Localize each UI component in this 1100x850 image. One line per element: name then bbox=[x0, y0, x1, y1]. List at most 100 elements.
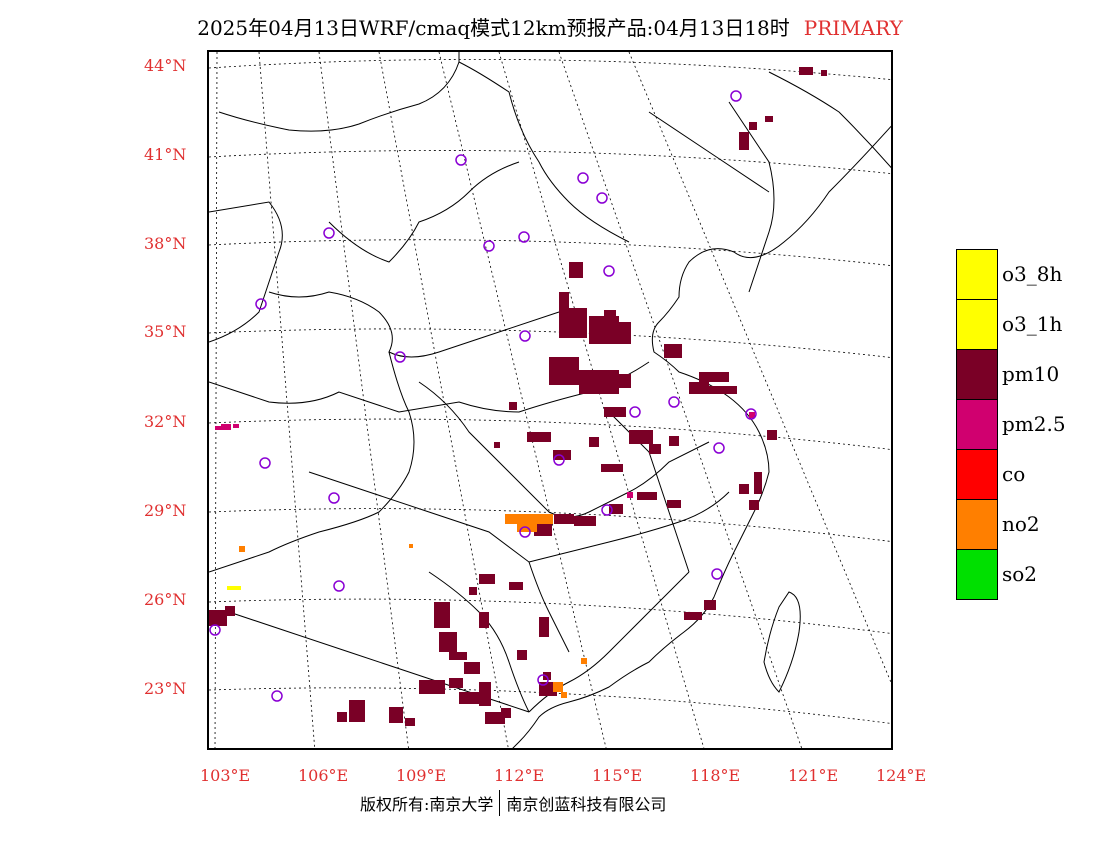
pm10-cell bbox=[449, 652, 467, 660]
title-text: 2025年04月13日WRF/cmaq模式12km预报产品:04月13日18时 bbox=[197, 16, 790, 40]
pm10-cell bbox=[337, 712, 347, 722]
pm10-cell bbox=[749, 500, 759, 510]
pm10-cell bbox=[664, 344, 682, 358]
lat-label-35: 35°N bbox=[144, 322, 187, 341]
chart-title: 2025年04月13日WRF/cmaq模式12km预报产品:04月13日18时 P… bbox=[0, 12, 1100, 41]
station-marker bbox=[518, 231, 530, 243]
station-marker bbox=[537, 674, 549, 686]
pm10-cell bbox=[479, 574, 495, 584]
lon-label-106: 106°E bbox=[298, 766, 349, 785]
legend-label: pm2.5 bbox=[1002, 412, 1066, 436]
pm10-cell bbox=[479, 682, 491, 706]
lon-label-118: 118°E bbox=[690, 766, 741, 785]
station-marker bbox=[483, 240, 495, 252]
pm10-cell bbox=[349, 700, 365, 722]
pm10-cell bbox=[517, 650, 527, 660]
pollutant-legend: o3_8h o3_1h pm10 pm2.5 co no2 so2 bbox=[956, 249, 1066, 600]
pm10-cell bbox=[765, 116, 773, 122]
station-marker bbox=[259, 457, 271, 469]
station-marker bbox=[553, 454, 565, 466]
station-markers bbox=[209, 90, 757, 702]
legend-item-o3-8h: o3_8h bbox=[956, 249, 1062, 300]
pm10-cell bbox=[549, 357, 579, 385]
lon-label-115: 115°E bbox=[592, 766, 643, 785]
footer-divider bbox=[499, 790, 501, 816]
pm10-cell bbox=[494, 442, 500, 448]
station-marker bbox=[455, 154, 467, 166]
pm10-cell bbox=[767, 430, 777, 440]
legend-label: o3_8h bbox=[1002, 262, 1063, 286]
pm10-cell bbox=[601, 464, 623, 472]
pm10-cell bbox=[704, 600, 716, 610]
legend-item-pm10: pm10 bbox=[956, 349, 1059, 400]
pm10-cell bbox=[589, 316, 619, 344]
pm10-cell bbox=[539, 617, 549, 637]
pm10-cell bbox=[449, 678, 463, 688]
pm10-cell bbox=[649, 444, 661, 454]
station-marker bbox=[629, 406, 641, 418]
pm10-cell bbox=[439, 632, 457, 652]
lat-label-23: 23°N bbox=[144, 679, 187, 698]
station-marker bbox=[394, 351, 406, 363]
lon-label-121: 121°E bbox=[788, 766, 839, 785]
pm10-cell bbox=[637, 492, 657, 500]
pm10-cell bbox=[209, 610, 227, 626]
pm10-cell bbox=[553, 450, 571, 460]
pm25-cell bbox=[233, 424, 239, 428]
pm25-cell bbox=[221, 424, 231, 430]
pm10-cell bbox=[527, 432, 551, 442]
station-marker bbox=[668, 396, 680, 408]
legend-label: so2 bbox=[1002, 562, 1038, 586]
pm10-cell bbox=[667, 500, 681, 508]
station-marker bbox=[271, 690, 283, 702]
station-marker bbox=[713, 442, 725, 454]
pm10-cell bbox=[479, 612, 489, 628]
lon-label-112: 112°E bbox=[494, 766, 545, 785]
legend-label: co bbox=[1002, 462, 1026, 486]
legend-label: pm10 bbox=[1002, 362, 1060, 386]
legend-item-o3-1h: o3_1h bbox=[956, 299, 1062, 350]
legend-item-no2: no2 bbox=[956, 499, 1040, 550]
copyright-text: 版权所有:南京大学 bbox=[360, 795, 494, 814]
legend-label: o3_1h bbox=[1002, 312, 1063, 336]
pm10-cell bbox=[559, 308, 587, 338]
pm10-cell bbox=[821, 70, 827, 76]
pm10-cell bbox=[485, 712, 505, 724]
pm10-cell bbox=[225, 606, 235, 616]
lon-label-124: 124°E bbox=[876, 766, 927, 785]
station-marker bbox=[603, 265, 615, 277]
legend-item-pm25: pm2.5 bbox=[956, 399, 1066, 450]
station-marker bbox=[323, 227, 335, 239]
legend-item-co: co bbox=[956, 449, 1025, 500]
pm10-cell bbox=[569, 262, 583, 278]
pm10-cell bbox=[739, 484, 749, 494]
legend-swatch bbox=[956, 499, 998, 550]
station-marker bbox=[519, 330, 531, 342]
pm10-cell bbox=[509, 402, 517, 410]
pm10-cell bbox=[509, 582, 523, 590]
pm10-cell bbox=[604, 407, 626, 417]
station-marker bbox=[328, 492, 340, 504]
pm10-cell bbox=[579, 370, 619, 394]
station-marker bbox=[333, 580, 345, 592]
no2-cell bbox=[581, 658, 587, 664]
pm10-cell bbox=[559, 292, 569, 312]
pm10-cell bbox=[689, 382, 709, 394]
no2-cell bbox=[505, 514, 553, 524]
lon-label-109: 109°E bbox=[396, 766, 447, 785]
station-marker bbox=[601, 504, 613, 516]
pm10-cell bbox=[389, 707, 403, 723]
coastline bbox=[512, 125, 891, 748]
lat-label-41: 41°N bbox=[144, 145, 187, 164]
pollutant-cells bbox=[209, 67, 827, 726]
lat-label-32: 32°N bbox=[144, 412, 187, 431]
pm10-cell bbox=[464, 662, 480, 674]
pm25-cell bbox=[749, 412, 755, 418]
no2-cell bbox=[239, 546, 245, 552]
legend-swatch bbox=[956, 349, 998, 400]
no2-cell bbox=[553, 682, 563, 692]
pm10-cell bbox=[749, 122, 757, 130]
legend-swatch bbox=[956, 249, 998, 300]
o3-cell bbox=[227, 586, 241, 590]
lat-label-29: 29°N bbox=[144, 501, 187, 520]
